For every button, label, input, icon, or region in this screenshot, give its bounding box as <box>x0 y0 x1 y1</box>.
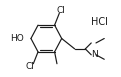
Text: HCl: HCl <box>91 17 108 27</box>
Text: N: N <box>91 50 97 59</box>
Text: HO: HO <box>10 34 24 43</box>
Text: Cl: Cl <box>56 6 65 15</box>
Text: Cl: Cl <box>25 62 34 71</box>
